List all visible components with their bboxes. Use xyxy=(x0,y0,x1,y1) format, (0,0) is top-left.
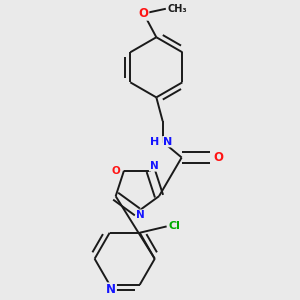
Text: H: H xyxy=(150,137,159,147)
Text: CH₃: CH₃ xyxy=(167,4,187,14)
Text: N: N xyxy=(106,283,116,296)
Text: N: N xyxy=(136,210,145,220)
Text: O: O xyxy=(139,7,149,20)
Text: Cl: Cl xyxy=(169,221,181,231)
Text: N: N xyxy=(163,137,172,147)
Text: N: N xyxy=(149,161,158,171)
Text: O: O xyxy=(213,151,223,164)
Text: O: O xyxy=(112,166,120,176)
